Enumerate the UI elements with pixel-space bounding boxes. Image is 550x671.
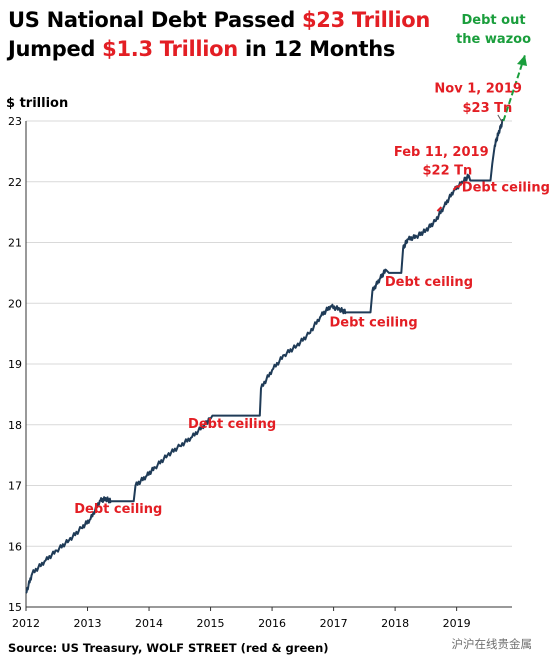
green-arrow-shaft [502,54,526,122]
y-tick-label: 20 [8,297,22,310]
y-tick-label: 15 [8,601,22,614]
y-tick-label: 23 [8,115,22,128]
title-accent: $23 Trillion [301,8,431,32]
title-line-2: Jumped $1.3 Trillion in 12 Months [8,35,430,64]
chart-annotation: Debt ceiling [385,275,473,290]
chart-annotation: Debt ceiling [330,315,418,330]
title-prefix: US National Debt Passed [8,8,302,32]
x-tick-label: 2015 [197,617,225,630]
chart-annotation: Debt out [462,13,526,28]
x-tick-label: 2018 [381,617,409,630]
y-tick-label: 21 [8,237,22,250]
title-line-1: US National Debt Passed $23 Trillion [8,6,430,35]
y-tick-label: 16 [8,540,22,553]
subtitle-prefix: Jumped [8,37,103,61]
source-note: Source: US Treasury, WOLF STREET (red & … [8,641,329,655]
y-axis-label: $ trillion [6,96,69,111]
x-tick-label: 2017 [320,617,348,630]
watermark: 沪沪在线贵金属 [451,637,533,651]
chart-annotation: the wazoo [456,32,531,47]
y-tick-label: 19 [8,358,22,371]
y-tick-label: 18 [8,419,22,432]
subtitle-accent: $1.3 Trillion [102,37,238,61]
chart-annotation: Feb 11, 2019 [394,145,489,160]
debt-series-line [25,119,504,594]
chart-annotation: Debt ceiling [74,502,162,517]
green-arrow-head [517,55,527,66]
subtitle-suffix: in 12 Months [237,37,396,61]
y-tick-label: 22 [8,176,22,189]
chart-annotation: Debt ceiling [462,180,550,195]
red-marker [436,206,443,212]
chart-annotation: $23 Tn [462,101,512,116]
chart-annotation: Debt ceiling [188,417,276,432]
nov-connector [497,114,503,123]
chart-annotation: Nov 1, 2019 [434,81,522,96]
x-tick-label: 2019 [443,617,471,630]
chart-title-block: US National Debt Passed $23 Trillion Jum… [8,6,430,64]
red-marker [457,182,463,189]
red-marker [452,185,459,191]
x-tick-label: 2014 [135,617,163,630]
x-tick-label: 2016 [258,617,286,630]
x-tick-label: 2012 [12,617,40,630]
x-tick-label: 2013 [74,617,102,630]
y-tick-label: 17 [8,480,22,493]
chart-annotation: $22 Tn [423,163,473,178]
